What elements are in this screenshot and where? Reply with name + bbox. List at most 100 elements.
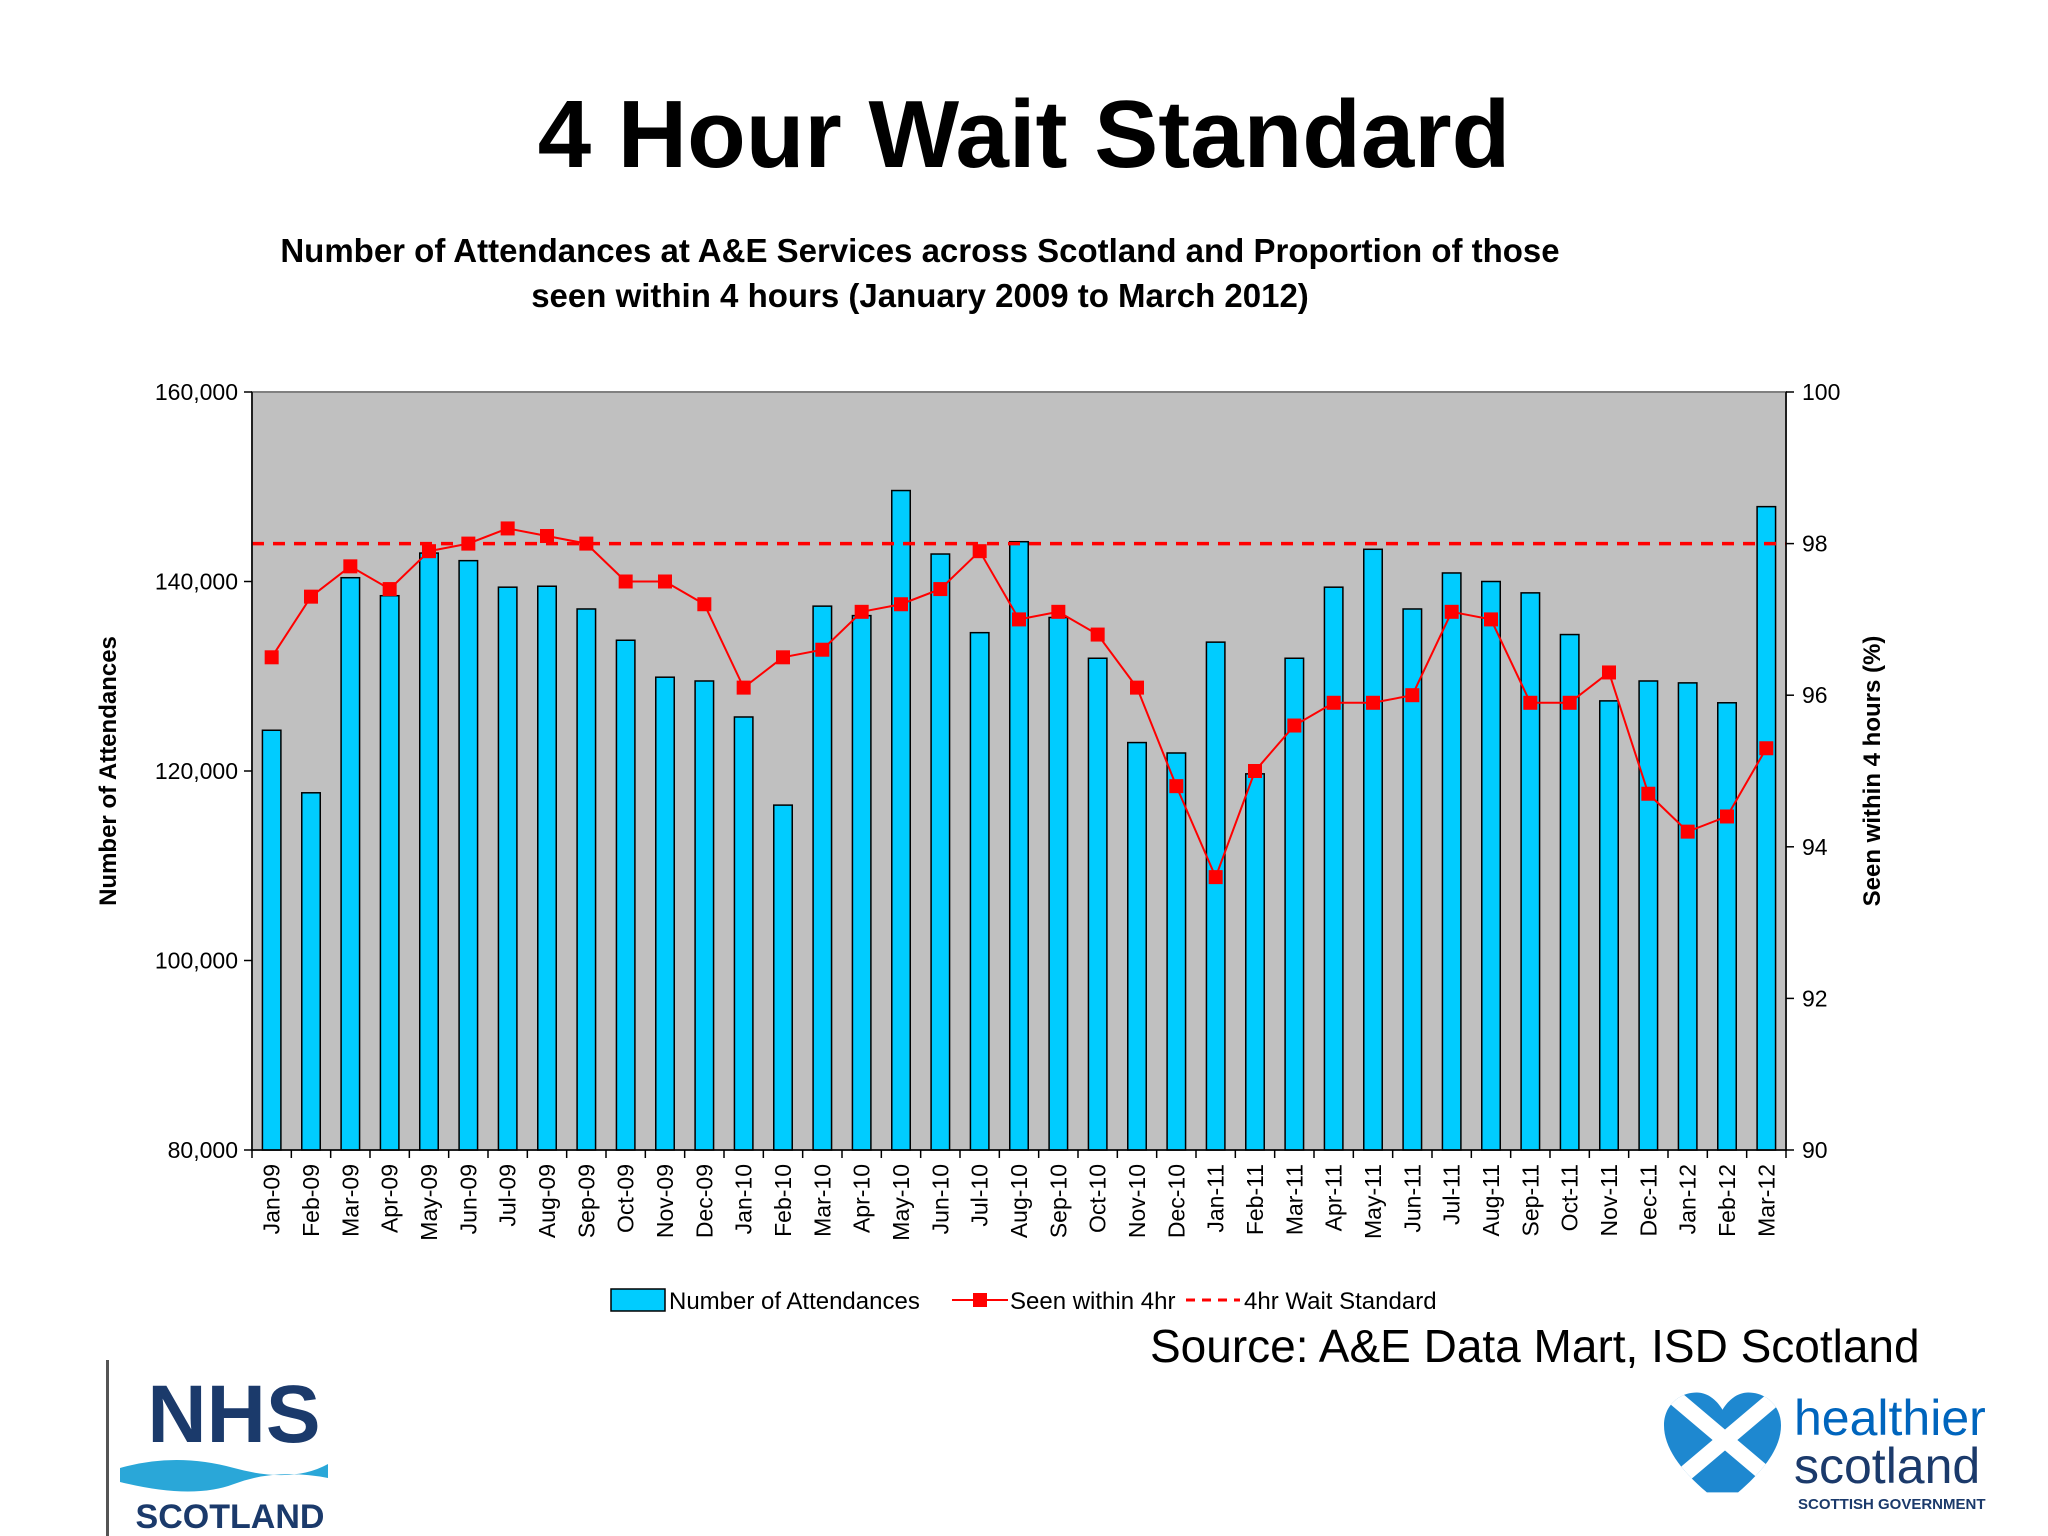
attendance-bar: [1363, 548, 1383, 1151]
legend-standard-label: 4hr Wait Standard: [1244, 1288, 1437, 1315]
seen-point: [1287, 718, 1302, 733]
seen-point: [972, 544, 987, 559]
seen-point: [1484, 612, 1498, 627]
seen-point: [736, 680, 751, 695]
right-tick-label: 92: [1802, 985, 1828, 1011]
right-tick-label: 96: [1802, 682, 1828, 708]
x-tick-label: Aug-10: [1006, 1164, 1032, 1238]
attendance-bar: [537, 585, 557, 1151]
attendance-bar: [891, 489, 911, 1151]
seen-point: [1012, 612, 1026, 627]
x-tick-label: Dec-11: [1635, 1164, 1661, 1236]
legend-seen-marker: [973, 1293, 987, 1307]
attendance-bar: [1756, 505, 1777, 1151]
attendance-bar: [1127, 741, 1147, 1151]
attendance-bar: [1048, 616, 1069, 1151]
seen-point: [1130, 680, 1144, 695]
x-tick-label: Jan-10: [731, 1164, 757, 1234]
seen-point: [500, 521, 515, 536]
attendance-bar: [1717, 702, 1737, 1151]
x-tick-label: May-11: [1360, 1164, 1386, 1239]
attendance-bar: [1677, 682, 1698, 1151]
x-tick-label: May-09: [416, 1164, 442, 1241]
seen-point: [461, 536, 476, 551]
attendance-bar: [1520, 592, 1541, 1151]
attendance-bar: [1087, 657, 1108, 1151]
hs-scotland-text: scotland: [1794, 1438, 1980, 1494]
seen-point: [579, 536, 594, 551]
attendance-bar: [1559, 633, 1580, 1151]
attendance-bar: [1481, 580, 1501, 1151]
right-tick-label: 94: [1802, 834, 1828, 860]
nhs-divider: [106, 1360, 109, 1536]
x-tick-label: Jun-09: [455, 1164, 481, 1234]
seen-point: [1326, 695, 1341, 710]
seen-point: [1366, 695, 1380, 710]
attendance-bar: [851, 614, 872, 1151]
x-tick-label: May-10: [888, 1164, 914, 1241]
seen-point: [894, 597, 908, 612]
attendance-bar: [497, 586, 518, 1151]
attendance-bar: [969, 631, 990, 1151]
seen-point: [1169, 779, 1184, 794]
hs-government-text: SCOTTISH GOVERNMENT: [1798, 1496, 1986, 1513]
seen-point: [1641, 786, 1656, 801]
right-tick-label: 90: [1802, 1137, 1828, 1163]
left-tick-label: 140,000: [155, 569, 238, 595]
x-tick-label: Oct-10: [1085, 1164, 1111, 1233]
x-tick-label: Jun-11: [1399, 1164, 1425, 1233]
x-tick-label: Aug-09: [534, 1164, 560, 1238]
seen-point: [1562, 695, 1577, 710]
page-title: 4 Hour Wait Standard: [537, 81, 1511, 188]
x-tick-label: Apr-10: [849, 1164, 875, 1233]
attendance-bar: [1323, 586, 1344, 1151]
x-tick-label: Oct-11: [1557, 1164, 1583, 1231]
nhs-scotland-logo: NHS SCOTLAND: [120, 1369, 328, 1536]
attendance-bar: [930, 553, 951, 1151]
attendance-bar: [1166, 752, 1187, 1151]
axes: 80,000 100,000 120,000 140,000 160,000 90 92 94…: [95, 379, 1886, 1241]
attendance-bar: [301, 792, 321, 1151]
seen-point: [1090, 627, 1105, 642]
x-tick-label: Apr-11: [1321, 1164, 1347, 1231]
left-tick-label: 120,000: [155, 758, 238, 784]
x-tick-label: Jul-10: [967, 1164, 993, 1227]
x-tick-label: Sep-09: [573, 1164, 599, 1238]
seen-point: [540, 529, 554, 544]
seen-point: [264, 650, 279, 665]
y-axis-label: Number of Attendances: [95, 636, 122, 906]
seen-point: [304, 589, 318, 604]
x-tick-label: Dec-10: [1163, 1164, 1189, 1238]
x-tick-label: Sep-11: [1517, 1164, 1543, 1236]
seen-point: [854, 604, 869, 619]
x-tick-label: Mar-12: [1753, 1164, 1779, 1237]
left-tick-label: 160,000: [155, 379, 238, 405]
x-tick-label: Sep-10: [1045, 1164, 1071, 1238]
attendance-bar: [1599, 700, 1619, 1151]
legend-bar-label: Number of Attendances: [669, 1288, 920, 1315]
x-tick-label: Jul-09: [495, 1164, 521, 1227]
attendance-bar: [419, 552, 439, 1151]
attendance-bar: [1009, 540, 1029, 1151]
seen-point: [618, 574, 633, 589]
seen-point: [933, 582, 948, 597]
x-tick-label: Dec-09: [691, 1164, 717, 1238]
seen-point: [697, 597, 712, 612]
chart-title-line-2: seen within 4 hours (January 2009 to Mar…: [531, 277, 1309, 314]
attendance-bar: [812, 605, 833, 1151]
attendance-bar: [694, 680, 715, 1151]
hs-healthier-text: healthier: [1794, 1390, 1986, 1446]
seen-point: [1248, 764, 1262, 778]
attendance-bar: [261, 729, 282, 1151]
x-tick-label: Feb-12: [1714, 1164, 1740, 1237]
right-tick-label: 98: [1802, 531, 1828, 557]
x-tick-label: Feb-09: [298, 1164, 324, 1237]
seen-point: [1759, 741, 1774, 756]
seen-point: [1208, 870, 1223, 885]
seen-point: [1405, 688, 1420, 703]
y2-axis-label: Seen within 4 hours (%): [1859, 636, 1886, 907]
seen-line-group: [264, 521, 1774, 885]
chart-title-line-1: Number of Attendances at A&E Services ac…: [280, 232, 1560, 269]
attendance-bar: [655, 676, 675, 1151]
x-tick-label: Mar-10: [809, 1164, 835, 1237]
